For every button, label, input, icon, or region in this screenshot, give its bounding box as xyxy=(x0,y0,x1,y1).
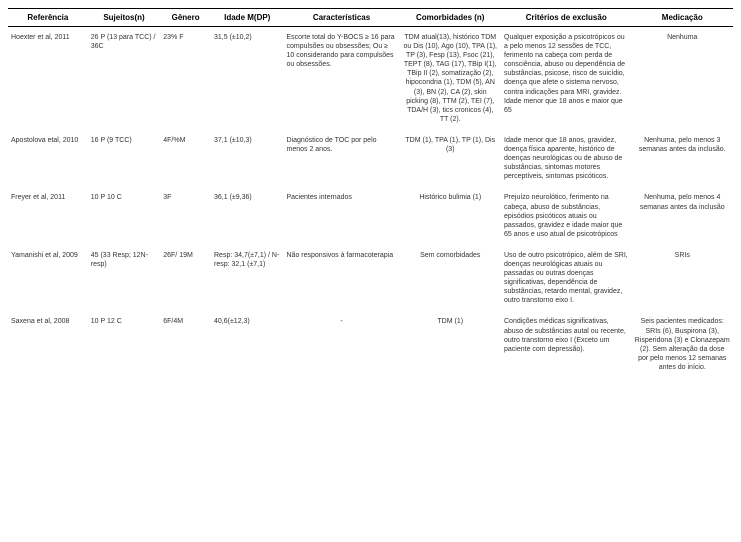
cell-char: Diagnóstico de TOC por pelo menos 2 anos… xyxy=(284,130,400,187)
cell-excl: Idade menor que 18 anos, gravidez, doenç… xyxy=(501,130,632,187)
cell-ref: Saxena et al, 2008 xyxy=(8,311,88,378)
cell-subj: 10 P 12 C xyxy=(88,311,161,378)
cell-age: Resp: 34,7(±7,1) / N-resp: 32,1 (±7,1) xyxy=(211,245,284,312)
cell-char: Não responsivos à farmacoterapia xyxy=(284,245,400,312)
study-table: Referência Sujeitos(n) Gênero Idade M(DP… xyxy=(8,8,733,378)
cell-char: Pacientes internados xyxy=(284,187,400,244)
cell-med: Nenhuma xyxy=(632,27,734,130)
cell-subj: 26 P (13 para TCC) / 36C xyxy=(88,27,161,130)
cell-subj: 45 (33 Resp; 12N- resp) xyxy=(88,245,161,312)
cell-med: Nenhuma, pelo menos 3 semanas antes da i… xyxy=(632,130,734,187)
table-row: Saxena et al, 200810 P 12 C6F/4M40,6(±12… xyxy=(8,311,733,378)
cell-age: 40,6(±12,3) xyxy=(211,311,284,378)
cell-gen: 23% F xyxy=(160,27,211,130)
table-header-row: Referência Sujeitos(n) Gênero Idade M(DP… xyxy=(8,9,733,27)
header-age: Idade M(DP) xyxy=(211,9,284,27)
cell-com: TDM (1) xyxy=(400,311,502,378)
cell-com: TDM (1), TPA (1), TP (1), Dis (3) xyxy=(400,130,502,187)
table-row: Freyer et al, 201110 P 10 C3F36,1 (±9,36… xyxy=(8,187,733,244)
cell-excl: Qualquer exposição a psicotrópicos ou a … xyxy=(501,27,632,130)
cell-com: Histórico bulimia (1) xyxy=(400,187,502,244)
header-ref: Referência xyxy=(8,9,88,27)
cell-ref: Hoexter et al, 2011 xyxy=(8,27,88,130)
header-subj: Sujeitos(n) xyxy=(88,9,161,27)
header-char: Características xyxy=(284,9,400,27)
cell-char: - xyxy=(284,311,400,378)
table-row: Hoexter et al, 201126 P (13 para TCC) / … xyxy=(8,27,733,130)
cell-com: TDM atual(13), histórico TDM ou Dis (10)… xyxy=(400,27,502,130)
cell-med: Seis pacientes medicados: SRIs (6), Busp… xyxy=(632,311,734,378)
cell-ref: Yamanishi et al, 2009 xyxy=(8,245,88,312)
cell-med: Nenhuma, pelo menos 4 semanas antes da i… xyxy=(632,187,734,244)
cell-excl: Condições médicas significativas, abuso … xyxy=(501,311,632,378)
header-med: Medicação xyxy=(632,9,734,27)
header-excl: Critérios de exclusão xyxy=(501,9,632,27)
cell-gen: 26F/ 19M xyxy=(160,245,211,312)
cell-excl: Uso de outro psicotrópico, além de SRI, … xyxy=(501,245,632,312)
cell-age: 36,1 (±9,36) xyxy=(211,187,284,244)
cell-gen: 3F xyxy=(160,187,211,244)
table-body: Hoexter et al, 201126 P (13 para TCC) / … xyxy=(8,27,733,379)
cell-gen: 4F/%M xyxy=(160,130,211,187)
header-com: Comorbidades (n) xyxy=(400,9,502,27)
cell-age: 31,5 (±10,2) xyxy=(211,27,284,130)
cell-ref: Apostolova etal, 2010 xyxy=(8,130,88,187)
cell-ref: Freyer et al, 2011 xyxy=(8,187,88,244)
table-row: Apostolova etal, 201016 P (9 TCC)4F/%M37… xyxy=(8,130,733,187)
cell-subj: 10 P 10 C xyxy=(88,187,161,244)
cell-subj: 16 P (9 TCC) xyxy=(88,130,161,187)
cell-age: 37,1 (±10,3) xyxy=(211,130,284,187)
cell-med: SRIs xyxy=(632,245,734,312)
cell-excl: Prejuízo neurolótico, ferimento na cabeç… xyxy=(501,187,632,244)
cell-char: Escorte total do Y-BOCS ≥ 16 para compul… xyxy=(284,27,400,130)
table-row: Yamanishi et al, 200945 (33 Resp; 12N- r… xyxy=(8,245,733,312)
cell-gen: 6F/4M xyxy=(160,311,211,378)
cell-com: Sem comorbidades xyxy=(400,245,502,312)
header-gen: Gênero xyxy=(160,9,211,27)
